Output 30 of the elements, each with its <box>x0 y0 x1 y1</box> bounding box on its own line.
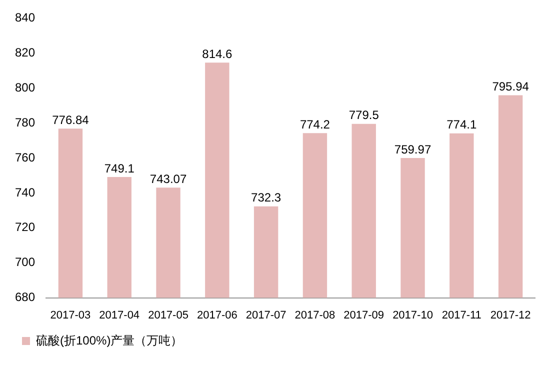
y-tick-label: 840 <box>14 10 36 25</box>
x-tick-label: 2017-05 <box>148 309 188 322</box>
data-label: 795.94 <box>492 80 530 94</box>
x-tick-label: 2017-10 <box>392 309 433 322</box>
y-tick-label: 780 <box>14 115 36 130</box>
y-tick-label: 820 <box>14 45 36 60</box>
data-label: 749.1 <box>104 161 135 176</box>
data-label: 776.84 <box>52 112 90 127</box>
data-label: 779.5 <box>348 108 380 122</box>
y-tick-label: 740 <box>14 185 36 200</box>
data-label: 759.97 <box>394 142 432 156</box>
x-tick-label: 2017-03 <box>50 309 91 322</box>
data-label: 732.3 <box>251 190 282 205</box>
data-label: 814.6 <box>202 46 233 61</box>
y-tick-label: 760 <box>14 150 36 164</box>
y-tick-label: 680 <box>14 290 36 304</box>
y-tick-label: 700 <box>14 255 36 270</box>
data-label: 774.2 <box>300 118 330 132</box>
data-label: 743.07 <box>150 172 187 186</box>
x-tick-label: 2017-11 <box>442 309 482 322</box>
x-tick-label: 2017-09 <box>344 309 384 322</box>
y-tick-label: 720 <box>14 220 36 234</box>
x-tick-label: 2017-07 <box>246 309 286 322</box>
x-tick-label: 2017-04 <box>99 309 140 322</box>
x-tick-label: 2017-06 <box>196 309 238 322</box>
legend-label: 硫酸(折100%)产量（万吨） <box>36 333 183 348</box>
x-tick-label: 2017-12 <box>490 309 531 322</box>
data-label: 774.1 <box>446 118 477 132</box>
x-tick-label: 2017-08 <box>294 309 336 322</box>
y-tick-label: 800 <box>14 80 36 94</box>
